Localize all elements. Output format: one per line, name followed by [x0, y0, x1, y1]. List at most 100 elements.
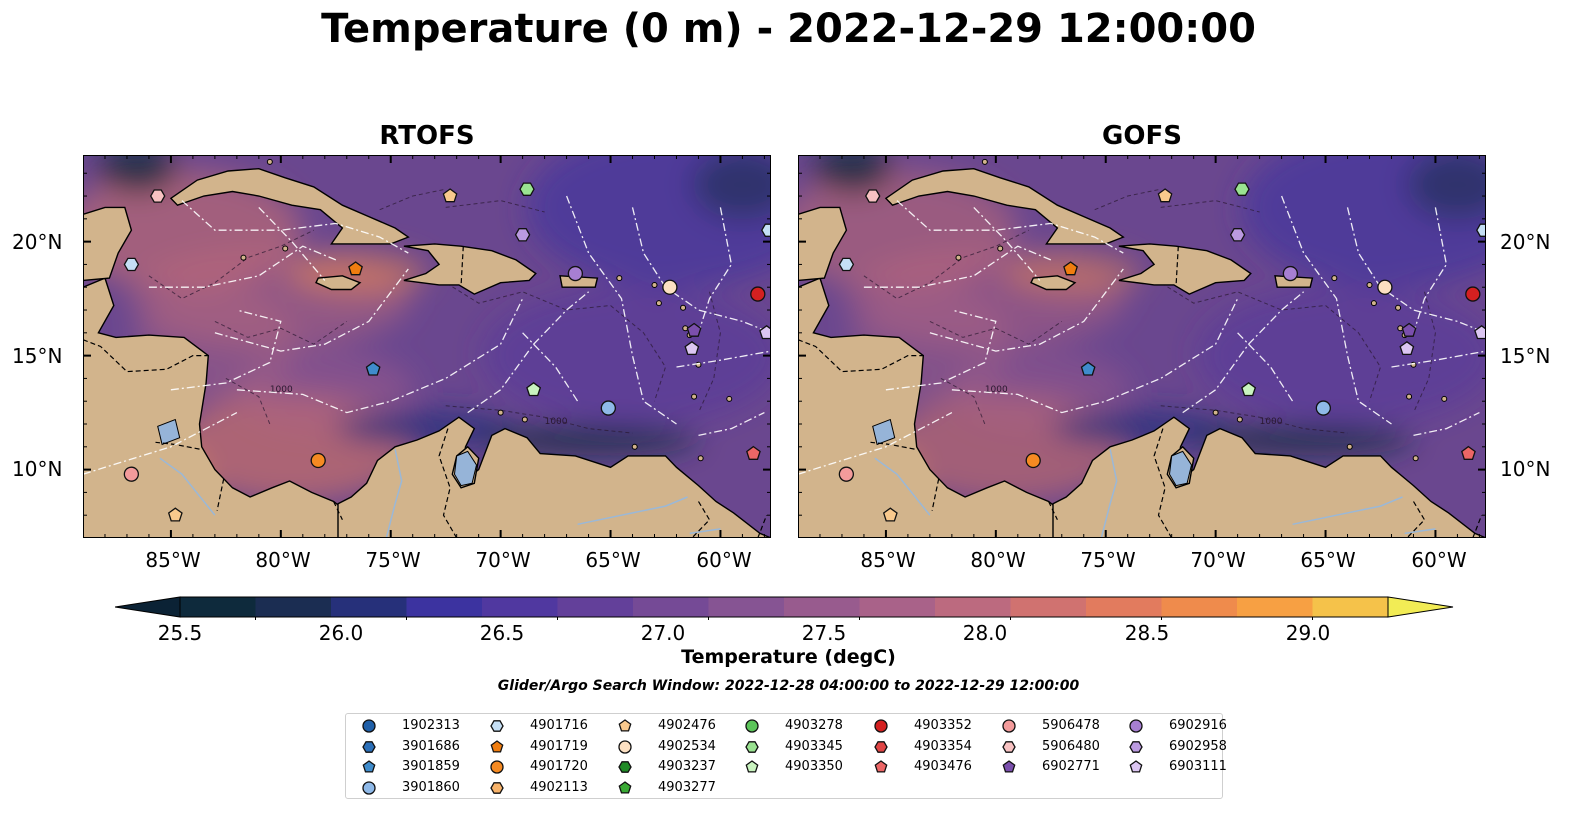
legend-marker-pentagon	[1129, 760, 1143, 773]
eez-boundary	[973, 206, 1041, 281]
legend-marker-icon	[490, 760, 504, 774]
lon-label-65w-left: 65°W	[585, 548, 641, 572]
float-marker-4901719	[1063, 261, 1078, 276]
eez-boundary	[565, 195, 677, 425]
eez-boundary	[83, 412, 238, 475]
land-jamaica	[315, 275, 362, 291]
island	[631, 443, 638, 450]
land-layer	[798, 155, 1486, 538]
eez-boundary	[1413, 412, 1480, 437]
colorbar-segment	[331, 597, 408, 617]
depth-contour	[434, 275, 667, 402]
legend-label: 3901860	[402, 779, 460, 795]
land-yucatan	[83, 206, 133, 282]
eez-boundary	[467, 291, 590, 414]
float-marker-4901716	[761, 223, 771, 237]
legend-marker-hexagon	[745, 740, 759, 753]
legend-marker-icon	[490, 781, 504, 794]
eez-boundary	[631, 207, 771, 334]
depth-contour	[1413, 291, 1436, 413]
island	[240, 254, 247, 261]
legend-marker-circle	[618, 739, 632, 754]
legend-label: 6902771	[1042, 759, 1100, 774]
lon-label-60w-right: 60°W	[1411, 548, 1467, 572]
depth-contour	[1094, 188, 1161, 211]
float-marker-4903476	[746, 445, 761, 460]
lon-label-70w-right: 70°W	[1190, 548, 1246, 572]
river	[1292, 496, 1403, 526]
island	[1366, 281, 1373, 288]
eez-boundaries	[798, 195, 1486, 475]
float-marker-6902958	[1229, 228, 1246, 242]
float-marker-5906478	[838, 466, 855, 482]
eez-boundary	[181, 200, 409, 254]
lat-label-15n-left: 15°N	[12, 344, 63, 368]
country-border	[1153, 428, 1173, 538]
float-marker-3901860	[600, 400, 616, 416]
legend-marker-hexagon	[490, 781, 504, 794]
legend-marker-icon	[1002, 719, 1016, 733]
float-marker-4902534	[1377, 279, 1393, 295]
figure-title: Temperature (0 m) - 2022-12-29 12:00:00	[321, 6, 1256, 52]
float-marker-5906480	[149, 189, 166, 203]
legend-label: 4903476	[914, 759, 972, 774]
legend-label: 4903277	[658, 779, 716, 795]
legend-marker-circle	[1129, 719, 1143, 733]
colorbar-tick-27-0: 27.0	[640, 621, 686, 645]
float-marker-4902476	[167, 507, 183, 522]
lon-label-80w-left: 80°W	[255, 548, 311, 572]
colorbar-segment	[859, 597, 936, 617]
legend-marker-icon	[745, 760, 759, 773]
land-hispaniola	[1118, 243, 1252, 295]
colorbar-segment	[1086, 597, 1163, 617]
legend-marker-icon	[490, 720, 504, 732]
colorbar-segment	[1161, 597, 1238, 617]
lat-label-10n-left: 10°N	[12, 457, 63, 481]
country-border	[757, 514, 768, 538]
colorbar-segment	[406, 597, 483, 617]
country-border	[931, 478, 940, 511]
contour-label: 1000	[985, 385, 1008, 395]
legend-marker-pentagon	[874, 760, 888, 773]
island	[997, 245, 1004, 252]
legend-label: 1902313	[402, 718, 460, 733]
island	[726, 395, 733, 402]
colorbar-tick-25-5: 25.5	[157, 621, 203, 645]
depth-contour	[929, 320, 1063, 345]
legend-marker-hexagon	[490, 720, 504, 732]
legend-label: 3901859	[402, 759, 460, 774]
island	[1346, 443, 1353, 450]
legend-marker-icon	[490, 739, 504, 753]
colorbar-segment	[1237, 597, 1314, 617]
legend-marker-pentagon	[618, 780, 632, 794]
contour-label: 1000	[1260, 417, 1283, 427]
legend-marker-circle	[745, 719, 759, 733]
colorbar-segment	[1010, 597, 1087, 617]
float-marker-4902476	[1157, 188, 1173, 203]
colorbar-tick-26-0: 26.0	[318, 621, 364, 645]
country-border	[1472, 514, 1483, 538]
float-marker-6902958	[514, 228, 531, 242]
legend-label: 5906480	[1042, 738, 1100, 754]
island	[680, 304, 687, 311]
island	[1236, 416, 1243, 423]
colorbar-segment	[708, 597, 785, 617]
country-border	[1048, 501, 1058, 521]
map-panel-rtofs: 10001000100	[83, 155, 771, 538]
legend-marker-icon	[362, 780, 376, 795]
eez-boundary	[1412, 207, 1448, 333]
island	[1331, 275, 1338, 282]
legend-marker-icon	[1129, 719, 1143, 733]
legend-marker-hexagon	[874, 740, 888, 753]
legend-marker-hexagon	[1129, 740, 1143, 753]
legend-label: 4901720	[530, 759, 588, 774]
float-marker-4903352	[1465, 286, 1481, 302]
float-marker-4903476	[1461, 445, 1476, 460]
panel-title-rtofs: RTOFS	[379, 121, 475, 151]
land-jamaica	[1030, 275, 1077, 291]
island	[616, 275, 623, 282]
country-border	[216, 478, 225, 511]
float-marker-4901716	[1476, 223, 1486, 237]
land-puerto-rico	[559, 275, 599, 288]
float-marker-6902916	[567, 265, 584, 282]
